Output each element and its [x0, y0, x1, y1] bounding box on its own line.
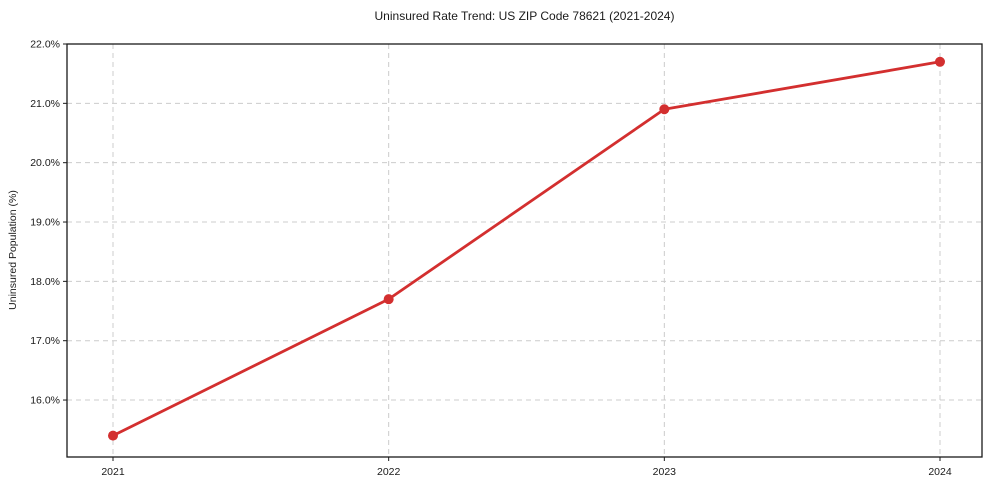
- x-tick-label: 2021: [101, 466, 125, 478]
- data-point: [383, 294, 394, 305]
- data-point: [659, 104, 670, 115]
- chart-title: Uninsured Rate Trend: US ZIP Code 78621 …: [374, 9, 675, 23]
- plot-background: [67, 44, 982, 457]
- y-axis-label: Uninsured Population (%): [7, 190, 19, 310]
- y-tick-label: 22.0%: [30, 39, 60, 51]
- data-point: [935, 56, 945, 67]
- y-tick-label: 20.0%: [30, 157, 60, 169]
- x-tick-label: 2023: [653, 466, 677, 478]
- y-tick-label: 17.0%: [30, 335, 60, 347]
- x-tick-label: 2022: [377, 466, 401, 478]
- y-tick-label: 21.0%: [30, 98, 60, 110]
- data-point: [108, 430, 118, 441]
- trend-line: [111, 60, 942, 438]
- y-tick-label: 16.0%: [30, 395, 60, 407]
- y-tick-label: 18.0%: [30, 276, 60, 288]
- x-tick-label: 2024: [928, 466, 952, 478]
- y-tick-label: 19.0%: [30, 217, 60, 229]
- plot-frame: [66, 43, 983, 458]
